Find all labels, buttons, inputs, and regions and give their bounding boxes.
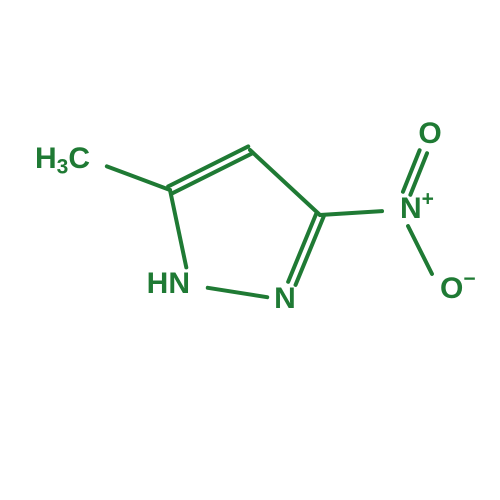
bond (170, 190, 186, 267)
bond (172, 154, 252, 194)
atom-label-N2: N (274, 282, 296, 315)
atom-label-O_dbl: O (418, 117, 441, 150)
atom-label-O_neg: O− (440, 267, 476, 305)
bond (168, 146, 248, 186)
bond (250, 150, 320, 215)
bond (208, 288, 267, 297)
atom-label-N1: HN (147, 267, 190, 300)
bond (408, 226, 432, 274)
bond (107, 166, 170, 190)
atom-label-N_plus: N+ (400, 187, 434, 225)
bond (320, 211, 382, 215)
molecule-diagram: H3C N HN N+ O O− (0, 0, 500, 500)
atom-label-C_CH3: H3C (35, 142, 90, 178)
bond (403, 150, 420, 192)
